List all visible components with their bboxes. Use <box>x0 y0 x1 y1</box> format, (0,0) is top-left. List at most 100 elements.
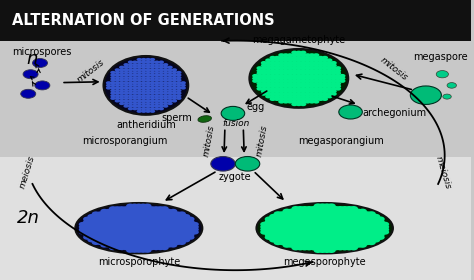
Circle shape <box>283 69 289 73</box>
Circle shape <box>309 64 315 67</box>
Circle shape <box>146 104 151 108</box>
Text: mitosis: mitosis <box>255 124 269 157</box>
Circle shape <box>96 217 104 221</box>
Circle shape <box>291 95 298 99</box>
Circle shape <box>158 99 164 102</box>
Circle shape <box>349 242 358 248</box>
Circle shape <box>304 56 311 60</box>
Circle shape <box>309 79 315 83</box>
Circle shape <box>169 225 177 229</box>
Circle shape <box>139 209 147 214</box>
Circle shape <box>327 211 336 216</box>
Circle shape <box>363 216 371 222</box>
Circle shape <box>132 68 137 71</box>
Circle shape <box>317 97 324 101</box>
Circle shape <box>109 206 117 211</box>
Circle shape <box>83 219 91 224</box>
Circle shape <box>336 211 345 216</box>
Circle shape <box>167 79 173 82</box>
Circle shape <box>313 97 319 101</box>
Circle shape <box>336 214 345 219</box>
Circle shape <box>269 230 278 235</box>
Circle shape <box>143 227 152 232</box>
Circle shape <box>354 242 363 248</box>
Circle shape <box>118 243 126 248</box>
Circle shape <box>178 211 186 216</box>
Circle shape <box>128 102 133 105</box>
Circle shape <box>313 82 319 85</box>
Circle shape <box>340 232 349 237</box>
Circle shape <box>169 237 177 242</box>
Circle shape <box>172 89 177 92</box>
Circle shape <box>146 81 151 85</box>
Circle shape <box>143 217 152 221</box>
Circle shape <box>113 227 121 232</box>
Circle shape <box>309 69 315 73</box>
Circle shape <box>143 211 152 216</box>
Circle shape <box>110 73 116 77</box>
Circle shape <box>309 87 315 91</box>
Circle shape <box>141 107 146 110</box>
Circle shape <box>326 58 332 62</box>
Circle shape <box>182 217 190 221</box>
Circle shape <box>150 79 155 82</box>
Circle shape <box>300 51 306 54</box>
Circle shape <box>345 211 354 216</box>
Circle shape <box>167 76 173 79</box>
Circle shape <box>147 227 156 232</box>
Circle shape <box>309 227 318 232</box>
Circle shape <box>137 63 142 66</box>
Circle shape <box>96 222 104 227</box>
Circle shape <box>372 214 380 219</box>
Circle shape <box>265 95 272 99</box>
Circle shape <box>278 74 284 78</box>
Circle shape <box>296 237 305 242</box>
Circle shape <box>300 100 306 104</box>
Circle shape <box>283 235 292 240</box>
Circle shape <box>380 222 389 227</box>
Bar <box>0 157 471 280</box>
Circle shape <box>322 61 328 65</box>
Circle shape <box>113 211 121 216</box>
Circle shape <box>296 79 302 83</box>
Circle shape <box>91 222 100 227</box>
Circle shape <box>345 232 354 237</box>
Text: sperm: sperm <box>161 113 192 123</box>
Circle shape <box>100 232 109 237</box>
Circle shape <box>287 237 296 242</box>
Circle shape <box>296 219 305 224</box>
Circle shape <box>287 61 293 65</box>
Circle shape <box>130 211 139 216</box>
Circle shape <box>143 219 152 224</box>
Circle shape <box>287 66 293 70</box>
Circle shape <box>132 99 137 102</box>
Circle shape <box>137 76 142 79</box>
Circle shape <box>135 219 143 224</box>
Circle shape <box>270 69 276 73</box>
Circle shape <box>270 89 276 93</box>
Circle shape <box>358 242 367 248</box>
Circle shape <box>345 242 354 248</box>
Circle shape <box>318 230 327 235</box>
Circle shape <box>186 217 194 221</box>
Circle shape <box>139 211 147 216</box>
Circle shape <box>317 89 324 93</box>
Circle shape <box>130 232 139 237</box>
Circle shape <box>327 206 336 211</box>
Circle shape <box>100 211 109 216</box>
Circle shape <box>130 240 139 245</box>
Circle shape <box>119 89 125 92</box>
Circle shape <box>283 224 292 230</box>
Circle shape <box>274 95 280 99</box>
Circle shape <box>143 222 152 227</box>
Circle shape <box>158 86 164 90</box>
Circle shape <box>305 222 314 227</box>
Circle shape <box>278 240 287 245</box>
Circle shape <box>291 82 298 85</box>
Circle shape <box>336 206 345 211</box>
Circle shape <box>283 222 292 227</box>
Circle shape <box>176 92 182 95</box>
Circle shape <box>265 74 272 78</box>
Circle shape <box>331 230 340 235</box>
Circle shape <box>317 64 324 67</box>
